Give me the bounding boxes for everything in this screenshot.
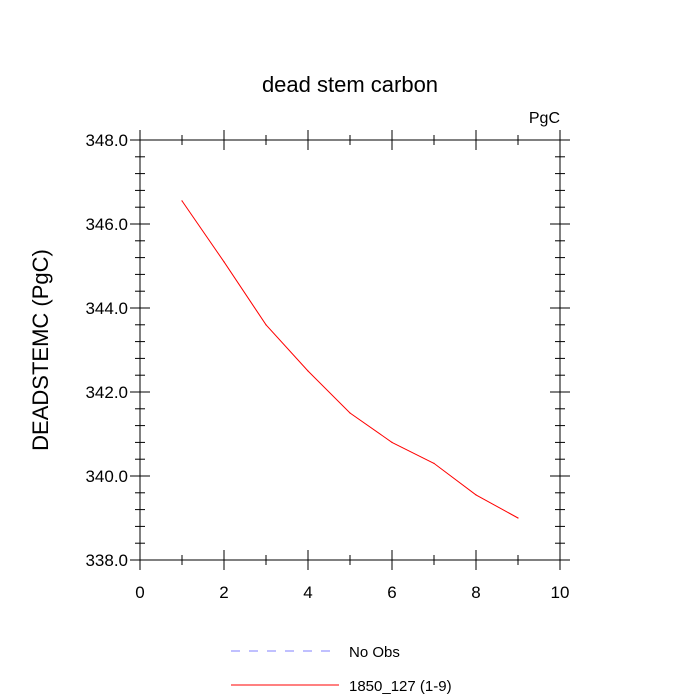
series-layer (181, 200, 519, 519)
legend: No Obs 1850_127 (1-9) (231, 644, 452, 695)
x-tick-label: 2 (219, 583, 228, 602)
series-point (223, 261, 225, 263)
series-point (307, 370, 309, 372)
chart-title: dead stem carbon (262, 72, 438, 97)
x-tick-label: 8 (471, 583, 480, 602)
x-tick-label: 10 (551, 583, 570, 602)
legend-label: 1850_127 (1-9) (349, 678, 452, 695)
series-point (265, 324, 267, 326)
x-tick-label: 6 (387, 583, 396, 602)
axis-ticks (130, 130, 570, 570)
tick-labels: 0 2 4 6 8 10 338.0 340.0 342.0 344.0 346.0 348.0 (85, 131, 569, 602)
series-point (349, 412, 351, 414)
series-point (517, 517, 519, 519)
series-point (475, 494, 477, 496)
y-tick-label: 348.0 (85, 131, 128, 150)
units-label: PgC (529, 110, 560, 127)
y-tick-label: 338.0 (85, 551, 128, 570)
y-tick-label: 342.0 (85, 383, 128, 402)
plot-frame (139, 139, 561, 561)
legend-label: No Obs (349, 644, 400, 661)
y-tick-label: 346.0 (85, 215, 128, 234)
x-tick-label: 0 (135, 583, 144, 602)
y-tick-label: 344.0 (85, 299, 128, 318)
y-tick-label: 340.0 (85, 467, 128, 486)
series-point (391, 441, 393, 443)
series-point (433, 462, 435, 464)
series-line (181, 200, 519, 519)
series-point (181, 200, 183, 202)
x-tick-label: 4 (303, 583, 312, 602)
y-axis-label: DEADSTEMC (PgC) (28, 249, 53, 451)
